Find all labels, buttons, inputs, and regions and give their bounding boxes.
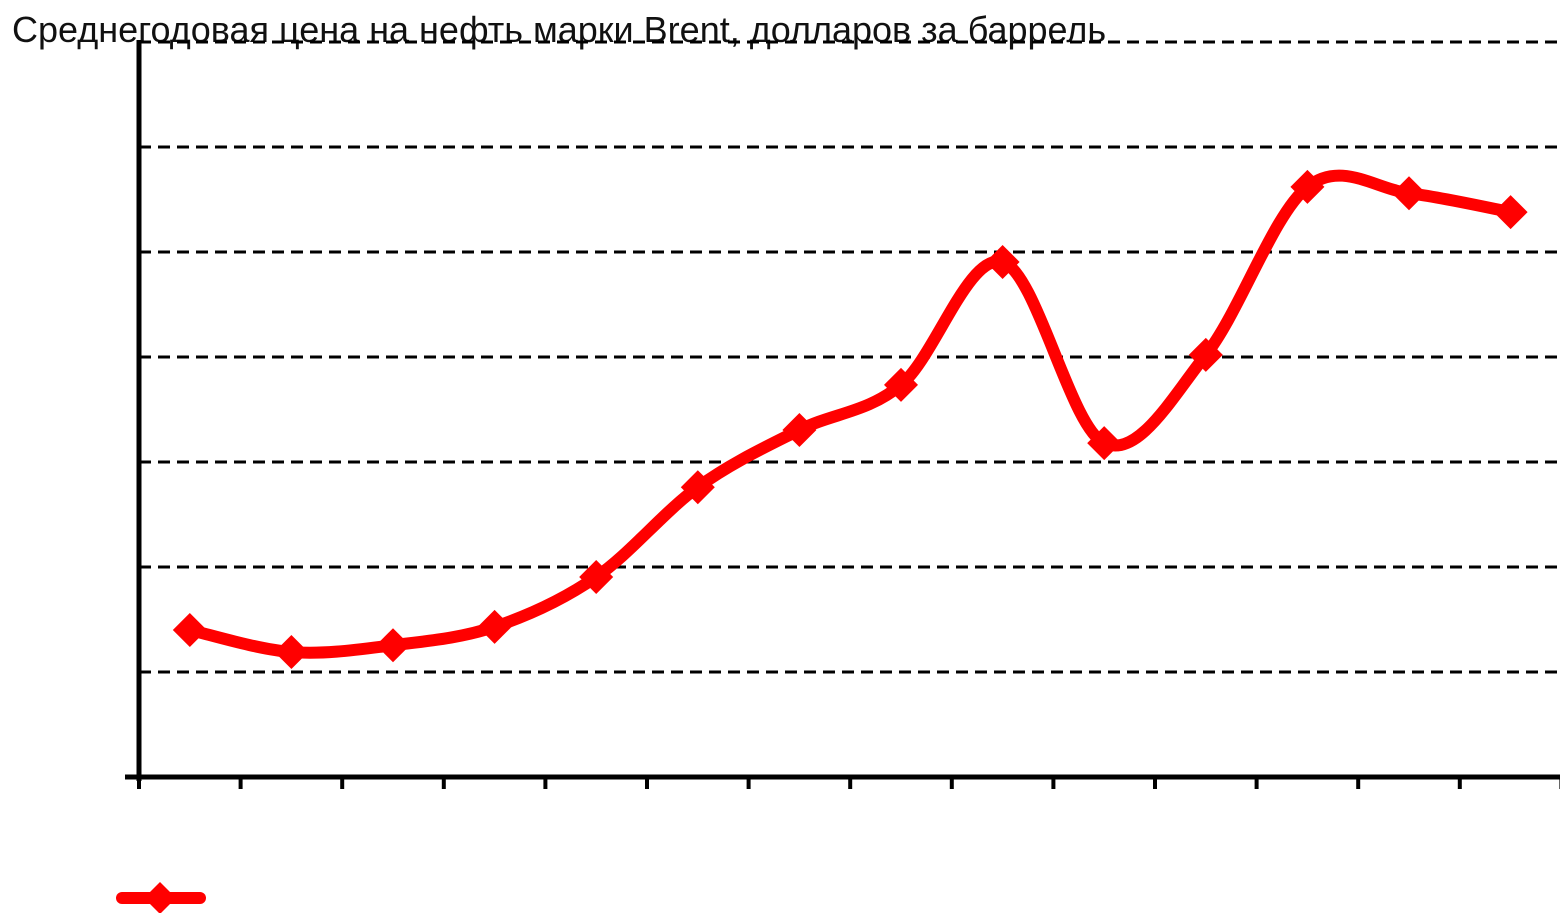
marker [985, 244, 1020, 279]
marker [1087, 426, 1122, 461]
marker [1392, 176, 1426, 211]
series-line [188, 169, 1512, 659]
marker [884, 367, 918, 402]
legend-marker [144, 882, 176, 913]
marker [1188, 337, 1223, 372]
marker [579, 559, 614, 594]
marker [1493, 195, 1528, 230]
marker [1290, 169, 1325, 204]
marker [782, 412, 817, 447]
marker [172, 613, 207, 647]
marker [376, 628, 410, 663]
marker [680, 470, 715, 505]
marker [477, 609, 512, 644]
marker [274, 635, 309, 670]
chart-title: Среднегодовая цена на нефть марки Brent,… [12, 9, 1106, 50]
